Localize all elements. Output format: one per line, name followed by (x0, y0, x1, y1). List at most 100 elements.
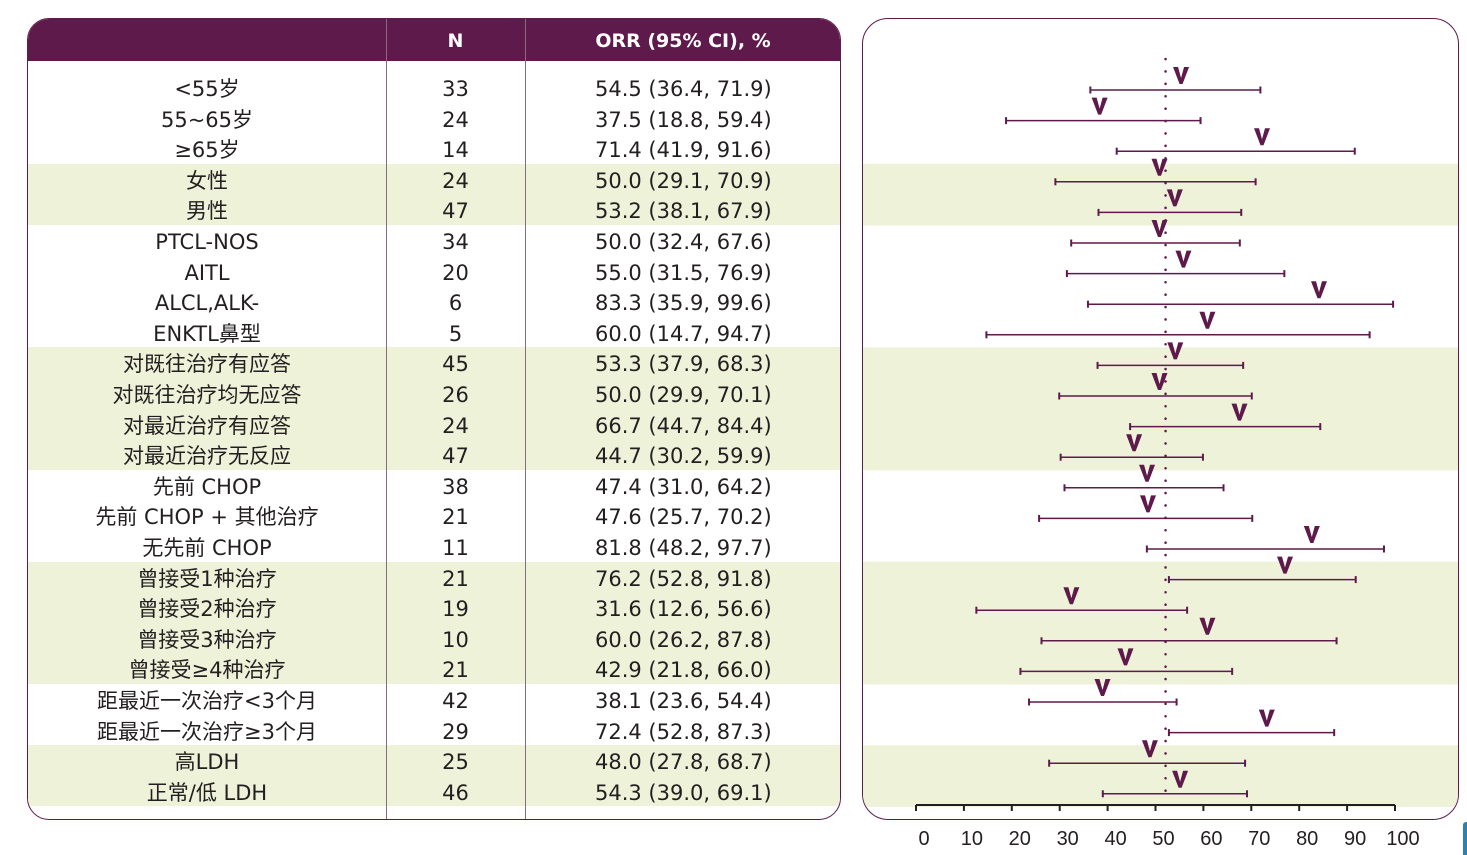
estimate-marker (1139, 464, 1156, 482)
n-value: 25 (442, 750, 469, 775)
n-value: 24 (442, 168, 469, 193)
orr-value: 37.5 (18.8, 59.4) (595, 107, 772, 132)
n-value: 42 (442, 689, 469, 713)
n-value: 46 (442, 780, 469, 805)
estimate-marker (1199, 617, 1216, 635)
subgroup-label: ALCL,ALK- (154, 291, 260, 316)
table-row: PTCL-NOS 34 50.0 (32.4, 67.6) (28, 225, 840, 256)
estimate-marker (1094, 679, 1111, 696)
forest-row (1089, 67, 1262, 94)
subgroup-label: 曾接受1种治疗 (137, 566, 277, 591)
orr-value: 81.8 (48.2, 97.7) (595, 536, 772, 560)
forest-row (1167, 709, 1336, 737)
band-shading (863, 561, 1458, 593)
subgroup-label: PTCL-NOS (155, 230, 259, 254)
orr-value: 47.6 (25.7, 70.2) (595, 505, 772, 530)
x-tick-label: 90 (1344, 828, 1366, 850)
orr-value: 44.7 (30.2, 59.9) (595, 444, 772, 469)
forest-plot (863, 57, 1458, 811)
table-row: 正常/低 LDH 46 54.3 (39.0, 69.1) (28, 775, 840, 807)
subgroup-label: 距最近一次治疗<3个月 (97, 689, 317, 713)
subgroup-label: 女性 (186, 168, 228, 193)
subgroup-label: ENKTL鼻型 (153, 321, 261, 346)
forest-row (1028, 679, 1178, 706)
forest-plot-panel (862, 18, 1459, 820)
subgroup-label: 无先前 CHOP (142, 536, 272, 560)
table-row: 男性 47 53.2 (38.1, 67.9) (28, 194, 840, 225)
orr-value: 50.0 (32.4, 67.6) (595, 230, 772, 254)
orr-value: 53.3 (37.9, 68.3) (595, 352, 772, 377)
table-row: 对既往治疗有应答 45 53.3 (37.9, 68.3) (28, 347, 840, 378)
n-value: 6 (448, 291, 463, 316)
orr-value: 60.0 (14.7, 94.7) (595, 321, 772, 346)
n-value: 26 (442, 383, 469, 407)
orr-value: 42.9 (21.8, 66.0) (595, 658, 772, 683)
subgroup-label: 男性 (186, 199, 228, 224)
subgroup-label: <55岁 (174, 77, 240, 101)
x-tick-label: 30 (1057, 828, 1079, 850)
table-row: 距最近一次治疗<3个月 42 38.1 (23.6, 54.4) (28, 684, 840, 715)
table-row: ALCL,ALK- 6 83.3 (35.9, 99.6) (28, 286, 840, 317)
table-row: ENKTL鼻型 5 60.0 (14.7, 94.7) (28, 317, 840, 348)
x-tick-label: 50 (1152, 828, 1174, 850)
forest-row (975, 587, 1189, 614)
n-value: 5 (448, 321, 463, 346)
table-row: <55岁 33 54.5 (36.4, 71.9) (28, 72, 840, 103)
n-value: 45 (442, 352, 469, 377)
subgroup-label: ≥65岁 (174, 138, 240, 163)
forest-row (1059, 434, 1204, 461)
estimate-marker (1276, 556, 1293, 574)
orr-value: 47.4 (31.0, 64.2) (595, 474, 772, 499)
x-tick-label: 70 (1248, 828, 1270, 850)
forest-row (985, 311, 1371, 339)
header-orr: ORR (95% CI), % (595, 30, 771, 52)
subgroup-label: 对最近治疗无反应 (123, 444, 291, 469)
forest-row (1145, 526, 1385, 553)
estimate-marker (1167, 342, 1184, 360)
table-row: 距最近一次治疗≥3个月 29 72.4 (52.8, 87.3) (28, 715, 840, 746)
orr-value: 55.0 (31.5, 76.9) (595, 260, 772, 285)
subgroup-label: 曾接受≥4种治疗 (128, 658, 286, 683)
orr-value: 83.3 (35.9, 99.6) (595, 291, 772, 316)
band-shading (863, 408, 1458, 440)
estimate-marker (1126, 434, 1143, 452)
estimate-marker (1303, 526, 1320, 543)
table-row: 对最近治疗无反应 47 44.7 (30.2, 59.9) (28, 439, 840, 470)
table-row: 曾接受2种治疗 19 31.6 (12.6, 56.6) (28, 592, 840, 623)
orr-value: 50.0 (29.1, 70.9) (595, 168, 772, 193)
estimate-marker (1166, 189, 1183, 207)
subgroup-label: 对既往治疗均无应答 (112, 383, 302, 407)
estimate-marker (1172, 770, 1189, 788)
forest-row (1054, 158, 1257, 186)
forest-row (1040, 617, 1338, 645)
forest-row (1005, 97, 1202, 125)
header-n: N (447, 30, 464, 52)
x-tick-label: 10 (961, 828, 983, 850)
band-shading (863, 347, 1458, 379)
n-value: 34 (442, 230, 469, 254)
estimate-marker (1063, 587, 1080, 605)
forest-row (1097, 189, 1243, 216)
table-row: 对既往治疗均无应答 26 50.0 (29.9, 70.1) (28, 378, 840, 409)
subgroup-label: 对最近治疗有应答 (123, 413, 291, 438)
n-value: 21 (442, 658, 469, 683)
orr-value: 72.4 (52.8, 87.3) (595, 719, 772, 744)
band-shading (863, 439, 1458, 471)
forest-row (1065, 250, 1286, 278)
x-tick-label: 60 (1200, 828, 1222, 850)
x-tick-label: 20 (1009, 828, 1031, 850)
forest-row (1070, 220, 1241, 247)
table-row: 曾接受≥4种治疗 21 42.9 (21.8, 66.0) (28, 653, 840, 684)
estimate-marker (1151, 220, 1168, 237)
forest-row (1115, 128, 1356, 155)
table-row: 曾接受3种治疗 10 60.0 (26.2, 87.8) (28, 622, 840, 654)
orr-value: 54.5 (36.4, 71.9) (595, 77, 772, 101)
n-value: 11 (442, 536, 469, 560)
subgroup-label: 高LDH (174, 750, 240, 775)
orr-value: 53.2 (38.1, 67.9) (595, 199, 772, 224)
orr-value: 48.0 (27.8, 68.7) (595, 750, 772, 775)
estimate-marker (1199, 311, 1216, 329)
table-row: 曾接受1种治疗 21 76.2 (52.8, 91.8) (28, 561, 840, 593)
forest-row (1048, 740, 1247, 767)
estimate-marker (1311, 281, 1328, 299)
